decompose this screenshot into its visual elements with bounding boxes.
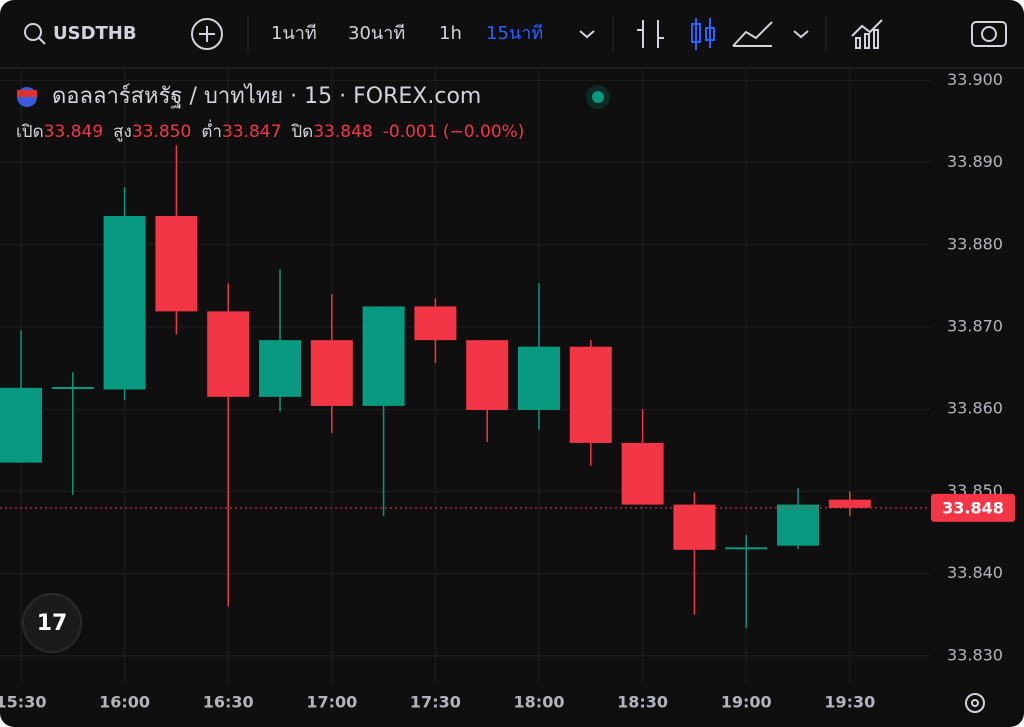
y-tick-label: 33.900 xyxy=(947,70,1003,89)
logo[interactable]: 17 xyxy=(22,593,82,653)
candle-body xyxy=(310,340,353,406)
y-tick-label: 33.890 xyxy=(947,152,1003,171)
candle-body xyxy=(673,504,716,550)
candle-body xyxy=(103,215,146,390)
candle-body xyxy=(518,346,560,411)
interval-button-active[interactable]: 15นาที xyxy=(486,23,543,44)
candle-style-button[interactable] xyxy=(691,18,715,50)
y-tick-label: 33.830 xyxy=(947,645,1003,664)
candle-body xyxy=(0,387,42,463)
candle-body xyxy=(777,504,819,546)
last-price-badge xyxy=(931,493,1015,522)
candle-body xyxy=(207,311,250,397)
candle-body xyxy=(621,442,664,505)
x-tick-label: 16:00 xyxy=(99,693,150,712)
interval-dropdown[interactable] xyxy=(579,30,595,39)
ohlc-value: 33.847 xyxy=(222,122,281,142)
ohlc-value: 33.850 xyxy=(132,122,191,142)
ohlc-name: ต่ำ xyxy=(201,119,222,142)
candle-body xyxy=(466,340,509,411)
interval-button[interactable]: 1นาที xyxy=(271,23,317,44)
x-tick-label: 15:30 xyxy=(0,693,46,712)
x-tick-label: 19:30 xyxy=(824,693,875,712)
interval-button[interactable]: 30นาที xyxy=(348,23,405,44)
y-tick-label: 33.880 xyxy=(947,234,1003,253)
y-tick-label: 33.870 xyxy=(947,316,1003,335)
area-style-button[interactable] xyxy=(732,21,773,47)
x-tick-label: 16:30 xyxy=(203,693,254,712)
interval-button[interactable]: 1h xyxy=(439,23,462,44)
candle-body xyxy=(414,306,457,341)
candle-body xyxy=(569,346,612,443)
ohlc-name: เปิด xyxy=(16,122,44,142)
y-tick-label: 33.840 xyxy=(947,563,1003,582)
style-dropdown[interactable] xyxy=(793,30,809,39)
candle-body xyxy=(51,387,94,390)
ohlc-value: 33.849 xyxy=(44,122,103,142)
x-tick-label: 17:30 xyxy=(410,693,461,712)
candle-body xyxy=(259,340,301,397)
x-tick-label: 18:00 xyxy=(514,693,565,712)
ohlc-change: -0.001 (−0.00%) xyxy=(383,122,525,142)
x-tick-label: 18:30 xyxy=(617,693,668,712)
ohlc-value: 33.848 xyxy=(313,122,372,142)
y-tick-label: 33.860 xyxy=(947,399,1003,418)
flag-icon xyxy=(17,90,37,97)
candle-body xyxy=(725,547,768,550)
x-tick-label: 19:00 xyxy=(721,693,772,712)
indicators-button[interactable] xyxy=(851,19,883,49)
symbol[interactable]: USDTHB xyxy=(53,23,137,44)
add-symbol-button[interactable] xyxy=(191,18,223,50)
settings-button[interactable] xyxy=(965,693,985,713)
ohlc-legend: เปิด33.849 สูง33.850 ต่ำ33.847 ปิด33.848 -0.… xyxy=(16,119,524,142)
ohlc-name: สูง xyxy=(113,122,132,142)
bar-style-button[interactable] xyxy=(637,20,664,48)
ohlc-name: ปิด xyxy=(291,122,314,142)
candle-body xyxy=(828,499,871,508)
search-button[interactable]: USDTHB xyxy=(24,23,137,45)
svg-text:17: 17 xyxy=(37,611,68,636)
candle-body xyxy=(155,215,198,312)
symbol-title: ดอลลาร์สหรัฐ / บาทไทย · 15 · FOREX.com xyxy=(52,83,481,109)
x-tick-label: 17:00 xyxy=(306,693,357,712)
last-price-label: 33.848 xyxy=(942,498,1004,517)
screenshot-button[interactable] xyxy=(971,21,1007,47)
market-status xyxy=(592,91,604,103)
candle-body xyxy=(362,306,405,406)
